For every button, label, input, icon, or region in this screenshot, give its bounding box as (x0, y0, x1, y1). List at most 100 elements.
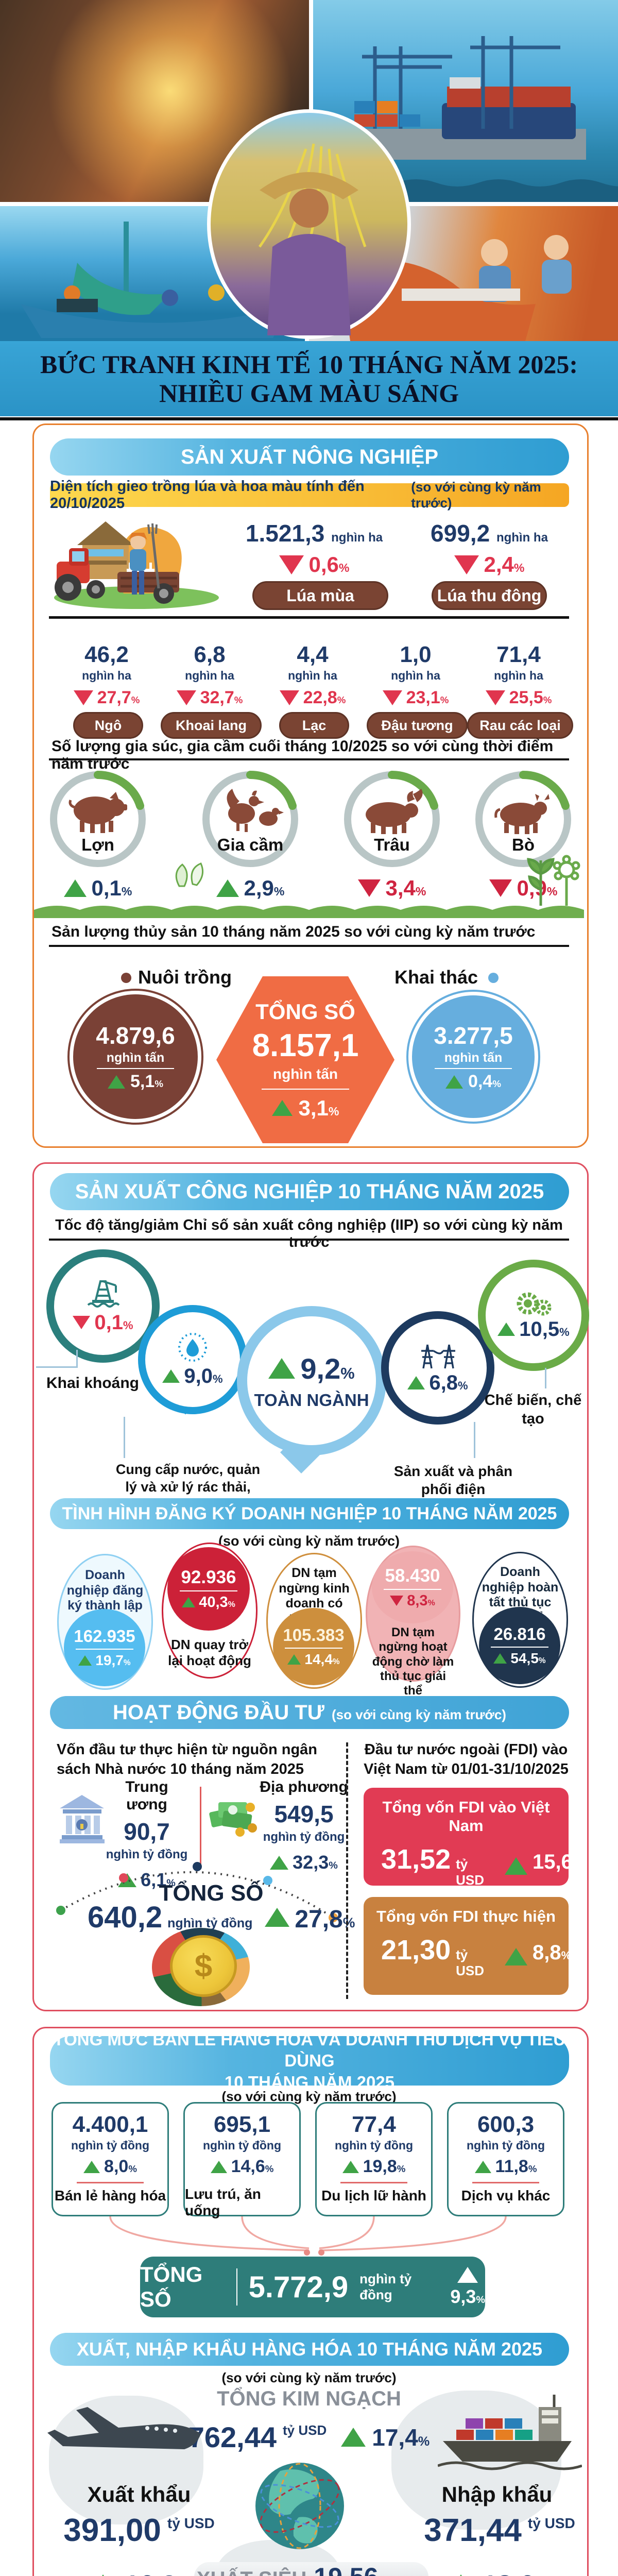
oil-rig-icon (87, 1280, 120, 1308)
rice-thudong-pill: Lúa thu đông (432, 581, 547, 610)
bizreg-waiting-value: 58.430 (385, 1565, 440, 1586)
fishery-capture-value: 3.277,5 (434, 1022, 513, 1049)
invest-header-note: (so với cùng kỳ năm trước) (331, 1707, 506, 1722)
industry-subtitle: Tốc độ tăng/giảm Chỉ số sản xuất công ng… (55, 1217, 563, 1250)
fishing-scene-icon (21, 222, 288, 338)
page-title-line2: NHIỀU GAM MÀU SÁNG (159, 379, 459, 408)
retail-total-box: TỔNG SỐ 5.772,9 nghìn tỷ đồng 9,3% (140, 2257, 485, 2317)
invest-local-value: 549,5 (274, 1801, 334, 1827)
retail-connectors (52, 2216, 566, 2258)
retail-header: TỔNG MỨC BÁN LẺ HÀNG HÓA VÀ DOANH THU DỊ… (50, 2030, 569, 2092)
connector (36, 1366, 77, 1368)
fishery-capture-label: Khai thác (394, 967, 478, 988)
power-pylon-icon (421, 1344, 455, 1368)
down-triangle-icon (489, 879, 512, 897)
trade-header-label: XUẤT, NHẬP KHẨU HÀNG HÓA 10 THÁNG NĂM 20… (76, 2338, 543, 2360)
crop-khoailang-pill: Khoai lang (161, 712, 262, 739)
retail-total-label: TỔNG SỐ (140, 2262, 203, 2311)
connector (474, 1422, 475, 1458)
bizreg-new-value: 162.935 (74, 1626, 135, 1646)
livestock-buffalo-label: Trâu (374, 835, 410, 854)
fdi-implemented-label: Tổng vốn FDI thực hiện (376, 1907, 556, 1925)
fishery-title: Sản lượng thủy sản 10 tháng năm 2025 so … (52, 923, 536, 940)
up-triangle-icon (88, 2574, 117, 2576)
bizreg-dissolved-value: 26.816 (493, 1624, 546, 1643)
retail-header-line2: 10 THÁNG NĂM 2025 (224, 2072, 395, 2092)
invest-central-unit: nghìn tỷ đồng (106, 1848, 188, 1861)
bizreg-return-oval: 92.936 40,3% DN quay trở lại hoạt động (162, 1543, 258, 1679)
fdi-implemented-box: Tổng vốn FDI thực hiện 21,30 tỷ USD 8,8% (364, 1897, 571, 1995)
industry-electricity-label: Sản xuất và phân phối điện (393, 1463, 513, 1497)
vertical-divider (236, 2268, 237, 2306)
bizreg-dissolved-circle: 26.816 54,5% (479, 1607, 560, 1684)
rice-mua-pill: Lúa mùa (252, 581, 388, 610)
fishery-farming-value: 4.879,6 (96, 1022, 175, 1049)
green-wave-strip (34, 903, 584, 918)
airplane-icon (46, 2395, 216, 2480)
connector (124, 1417, 125, 1458)
fishery-farming-circle: 4.879,6 nghìn tấn 5,1% (67, 989, 203, 1125)
crop-lac-pill: Lạc (279, 712, 349, 739)
bizreg-header-label: TÌNH HÌNH ĐĂNG KÝ DOANH NGHIỆP 10 THÁNG … (62, 1503, 557, 1523)
fdi-registered-unit: tỷ USD (456, 1856, 485, 1888)
crop-rau: 71,4 nghìn ha 25,5% (472, 642, 565, 708)
retail-total-value: 5.772,9 (248, 2270, 349, 2304)
up-triangle-icon (457, 2266, 478, 2283)
fishery-capture-circle: 3.277,5 nghìn tấn 0,4% (406, 990, 540, 1124)
fishery-total-label: TỔNG SỐ (255, 999, 355, 1024)
retail-card-accommodation: 695,1 nghìn tỷ đồng 14,6% Lưu trú, ăn uố… (183, 2102, 301, 2218)
cow-icon (494, 794, 550, 834)
livestock-poultry-pct: 2,9% (204, 876, 297, 901)
up-triangle-icon (505, 1947, 528, 1965)
bizreg-new-label: Doanh nghiệp đăng ký thành lập mới (66, 1568, 144, 1628)
farmer-icon (258, 143, 367, 335)
up-triangle-icon (287, 1654, 301, 1665)
rice-thudong-value: 699,2 nghìn ha (417, 519, 561, 547)
up-triangle-icon (407, 1376, 425, 1389)
trade-header: XUẤT, NHẬP KHẨU HÀNG HÓA 10 THÁNG NĂM 20… (50, 2333, 569, 2366)
crop-dautuong: 1,0 nghìn ha 23,1% (369, 642, 462, 708)
rice-mua-pct: 0,6% (242, 552, 386, 577)
fishery-total-unit: nghìn tấn (273, 1065, 338, 1082)
invest-header-label: HOẠT ĐỘNG ĐẦU TƯ (113, 1701, 324, 1724)
divider (49, 945, 569, 947)
bizreg-waiting-oval: 58.430 8,3% DN tạm ngừng hoạt động chờ l… (366, 1546, 460, 1698)
down-triangle-icon (73, 690, 93, 705)
bizreg-new-circle: 162.935 19,7% (64, 1609, 145, 1686)
trade-import-pct: 18,6% (420, 2570, 574, 2576)
livestock-buffalo-pct: 3,4% (346, 876, 438, 901)
invest-local-unit: nghìn tỷ đồng (263, 1830, 345, 1844)
crop-ngo: 46,2 nghìn ha 27,7% (60, 642, 153, 708)
money-stack-icon (207, 1792, 261, 1843)
crop-lac: 4,4 nghìn ha 22,8% (266, 642, 359, 708)
down-triangle-icon (176, 690, 196, 705)
photo-farmer-rice-oval (207, 109, 411, 339)
up-triangle-icon (63, 879, 87, 897)
livestock-poultry-label: Gia cầm (217, 835, 283, 854)
bizreg-waiting-label: DN tạm ngừng hoạt động chờ làm thủ tục g… (372, 1625, 454, 1698)
fdi-registered-label: Tổng vốn FDI vào Việt Nam (382, 1798, 550, 1835)
up-triangle-icon (342, 2160, 359, 2173)
up-triangle-icon (108, 1075, 126, 1089)
globe-icon (249, 2462, 350, 2550)
bizreg-suspend-oval: DN tạm ngừng kinh doanh có thời hạn 105.… (266, 1553, 362, 1689)
planting-area-note: (so với cùng kỳ năm trước) (411, 479, 541, 511)
trade-note: (so với cùng kỳ năm trước) (221, 2370, 397, 2385)
trade-gross-label: TỔNG KIM NGẠCH (217, 2387, 401, 2410)
divider (49, 1239, 569, 1241)
invest-central-value: 90,7 (124, 1818, 170, 1845)
industry-electricity-pin: 6,8% (381, 1311, 494, 1425)
down-triangle-icon (279, 690, 299, 705)
retail-card-other: 600,3 nghìn tỷ đồng 11,8% Dịch vụ khác (447, 2102, 564, 2216)
pig-icon (68, 792, 127, 833)
world-map-decor (49, 2396, 203, 2524)
divider (49, 758, 569, 760)
fishery-capture-dot (488, 973, 499, 983)
invest-total-row: 640,2 nghìn tỷ đồng 27,8% (88, 1901, 355, 1934)
livestock-pig-label: Lợn (81, 835, 114, 854)
bizreg-return-value: 92.936 (181, 1567, 236, 1587)
up-triangle-icon (493, 1653, 507, 1664)
invest-total-value: 640,2 (88, 1901, 163, 1934)
rice-thudong-number: 699,2 (431, 520, 490, 547)
